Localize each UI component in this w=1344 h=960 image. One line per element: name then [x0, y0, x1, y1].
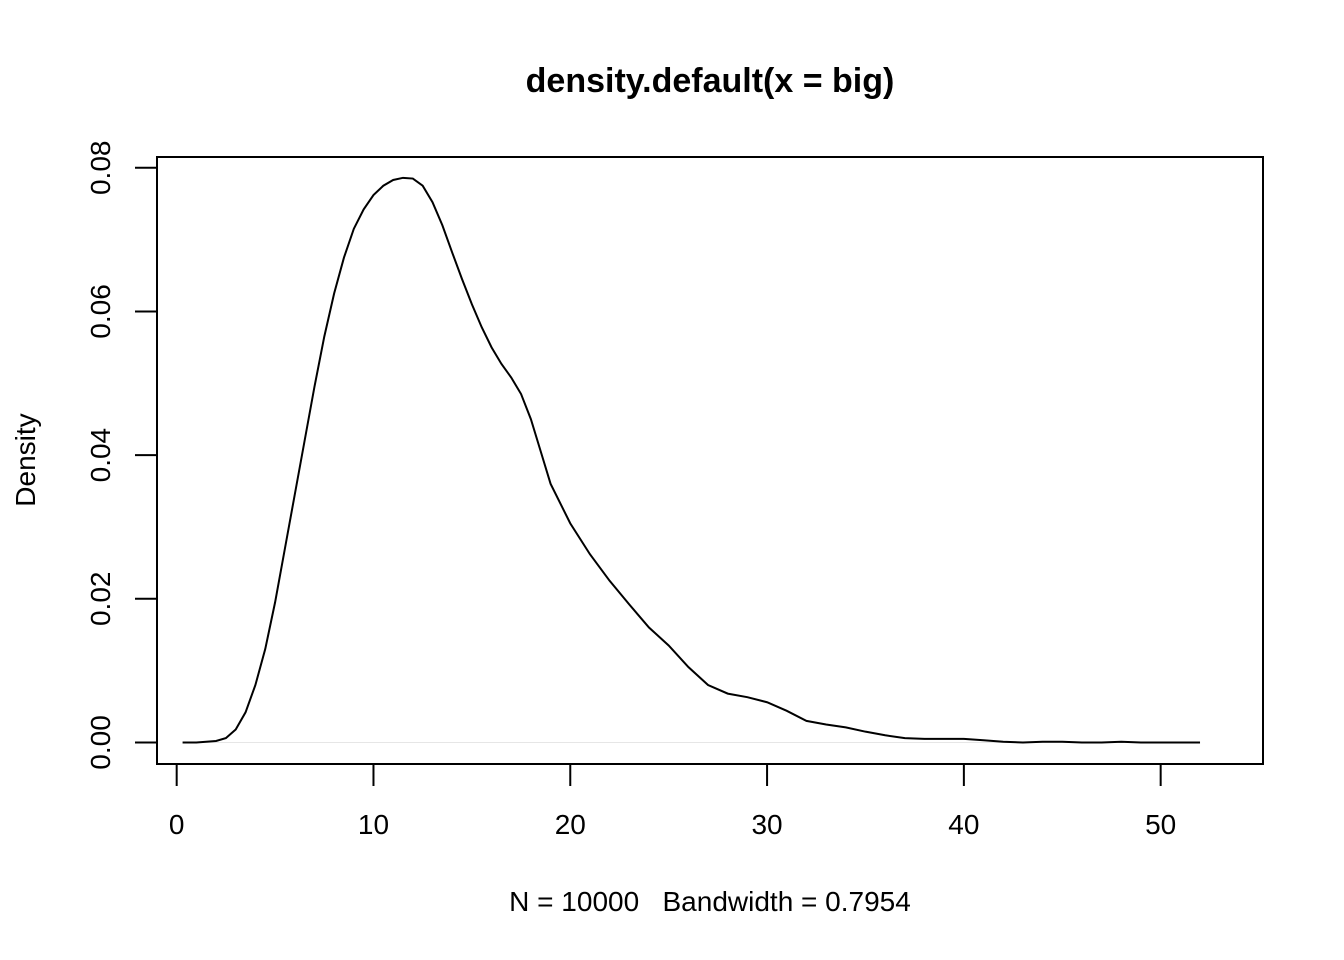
- y-tick-label: 0.06: [85, 284, 116, 339]
- plot-frame: [156, 156, 1264, 765]
- x-tick-label: 30: [751, 809, 782, 840]
- density-curve: [182, 176, 1201, 744]
- x-axis: 0 10 20 30 40 50: [169, 763, 1176, 840]
- y-tick-label: 0.04: [85, 428, 116, 483]
- y-axis-label: Density: [10, 413, 41, 506]
- y-tick-label: 0.00: [85, 715, 116, 770]
- x-tick-label: 50: [1145, 809, 1176, 840]
- x-tick-label: 10: [358, 809, 389, 840]
- y-tick-label: 0.02: [85, 572, 116, 627]
- y-tick-label: 0.08: [85, 141, 116, 196]
- x-tick-label: 20: [555, 809, 586, 840]
- y-axis: 0.00 0.02 0.04 0.06 0.08: [85, 141, 158, 770]
- x-tick-label: 0: [169, 809, 185, 840]
- x-axis-label: N = 10000 Bandwidth = 0.7954: [509, 886, 911, 917]
- chart-title: density.default(x = big): [526, 62, 895, 100]
- x-tick-label: 40: [948, 809, 979, 840]
